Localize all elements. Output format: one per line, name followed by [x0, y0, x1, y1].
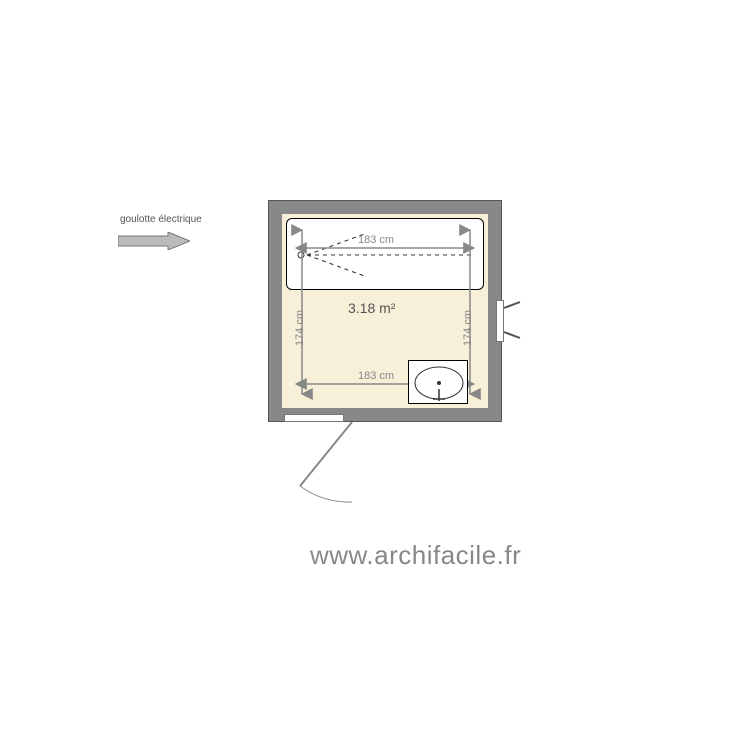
door-swing: [260, 414, 400, 524]
dim-right-label: 174 cm: [462, 310, 474, 346]
sink: [408, 360, 468, 404]
watermark: www.archifacile.fr: [310, 540, 521, 571]
dim-bottom-label: 183 cm: [358, 370, 394, 382]
dim-top-label: 183 cm: [358, 234, 394, 246]
handle-right-icon: [498, 300, 528, 340]
annotation-arrow-icon: [118, 232, 190, 250]
area-label: 3.18 m²: [348, 300, 395, 316]
annotation-label: goulotte électrique: [120, 214, 202, 225]
floorplan-canvas: goulotte électrique 183 cm 183 cm: [0, 0, 750, 750]
dim-left-label: 174 cm: [294, 310, 306, 346]
